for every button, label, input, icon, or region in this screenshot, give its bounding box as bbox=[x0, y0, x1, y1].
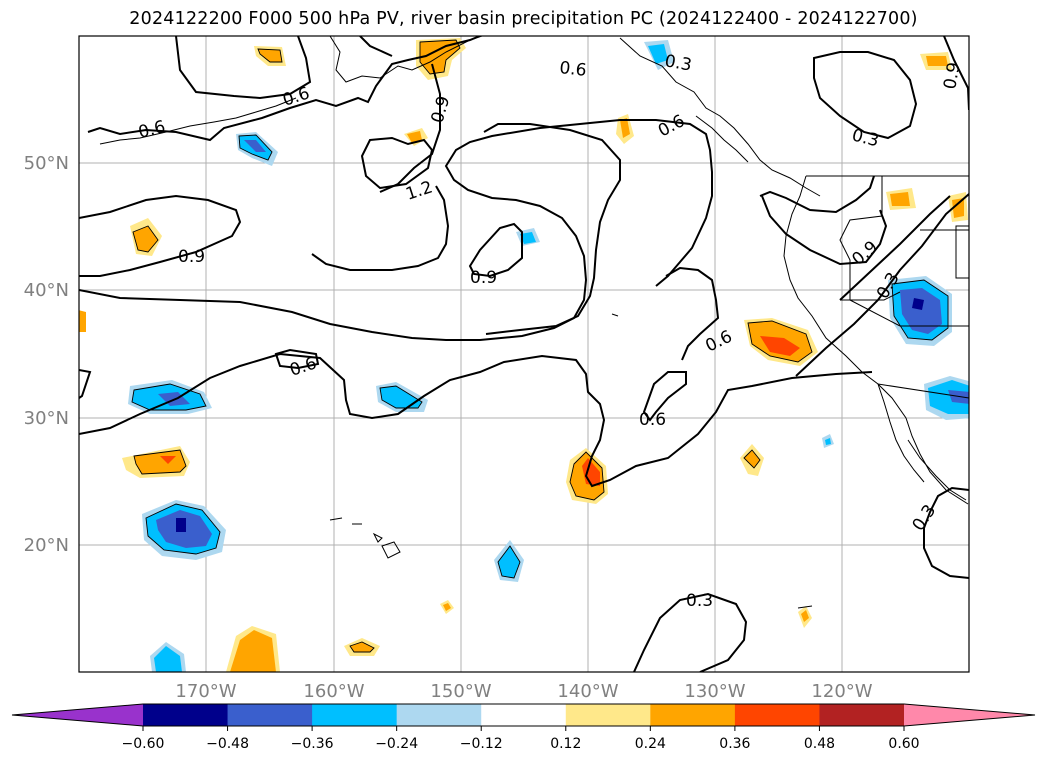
colorbar-segment bbox=[650, 704, 736, 726]
precip-blob bbox=[890, 192, 910, 206]
precip-blob bbox=[928, 380, 969, 414]
precip-blob bbox=[244, 140, 266, 152]
longitude-labels: 170°W 160°W 150°W 140°W 130°W 120°W bbox=[175, 681, 872, 702]
map-frame bbox=[78, 35, 970, 673]
pv-contours bbox=[79, 36, 969, 672]
colorbar-segment bbox=[481, 704, 567, 726]
pv-label: 0.3 bbox=[686, 591, 713, 611]
precip-blob bbox=[443, 603, 451, 611]
precip-blob bbox=[582, 458, 600, 486]
precip-blob bbox=[900, 288, 942, 334]
precip-blob bbox=[350, 642, 374, 652]
colorbar-segment bbox=[312, 704, 398, 726]
lat-label-40n: 40°N bbox=[24, 280, 69, 301]
lon-label-120w: 120°W bbox=[811, 681, 872, 702]
precip-blob bbox=[801, 610, 809, 622]
precip-blob bbox=[760, 336, 800, 356]
precip-blob bbox=[620, 118, 630, 138]
pv-label: 0.9 bbox=[178, 247, 205, 267]
precip-blob bbox=[912, 298, 924, 310]
colorbar-tick-label: −0.48 bbox=[206, 736, 249, 752]
colorbar-segments bbox=[143, 704, 905, 726]
colorbar: −0.60 −0.48 −0.36 −0.24 −0.12 0.12 0.24 0.36 0.4… bbox=[11, 703, 1036, 752]
precip-blob bbox=[948, 390, 969, 404]
precip-blob bbox=[825, 438, 831, 445]
precip-anomaly-shading bbox=[79, 38, 969, 672]
lon-label-160w: 160°W bbox=[303, 681, 364, 702]
colorbar-segment bbox=[143, 704, 229, 726]
colorbar-tick-label: 0.12 bbox=[550, 736, 581, 752]
lat-label-20n: 20°N bbox=[24, 535, 69, 556]
precip-blob bbox=[407, 131, 422, 143]
colorbar-segment bbox=[734, 704, 820, 726]
lon-label-130w: 130°W bbox=[684, 681, 745, 702]
colorbar-tick-label: −0.60 bbox=[122, 736, 165, 752]
colorbar-segment bbox=[396, 704, 482, 726]
colorbar-tick-label: −0.24 bbox=[375, 736, 418, 752]
pv-label: 0.6 bbox=[639, 410, 666, 430]
coastlines bbox=[99, 36, 969, 609]
colorbar-tick-label: −0.12 bbox=[460, 736, 503, 752]
lon-label-170w: 170°W bbox=[175, 681, 236, 702]
lon-label-140w: 140°W bbox=[557, 681, 618, 702]
precip-blob bbox=[258, 49, 282, 62]
colorbar-tick-label: 0.36 bbox=[719, 736, 750, 752]
precip-blob bbox=[230, 630, 276, 672]
lat-label-50n: 50°N bbox=[24, 153, 69, 174]
pv-label: 0.9 bbox=[470, 268, 497, 288]
colorbar-segment bbox=[227, 704, 313, 726]
precip-blob bbox=[648, 44, 668, 64]
precip-outlines bbox=[131, 39, 949, 653]
precip-blob bbox=[154, 646, 182, 672]
precip-blob bbox=[133, 226, 158, 252]
precip-blob bbox=[176, 518, 186, 532]
precip-blob bbox=[160, 456, 176, 464]
colorbar-tick-label: 0.24 bbox=[635, 736, 666, 752]
pv-label: 0.6 bbox=[558, 58, 587, 81]
graticule bbox=[79, 36, 969, 672]
lon-label-150w: 150°W bbox=[430, 681, 491, 702]
precip-blob bbox=[520, 232, 536, 244]
colorbar-tick-label: 0.48 bbox=[804, 736, 835, 752]
colorbar-tick-label: −0.36 bbox=[291, 736, 334, 752]
precip-blob bbox=[420, 40, 460, 74]
lat-label-30n: 30°N bbox=[24, 408, 69, 429]
colorbar-tick-label: 0.60 bbox=[888, 736, 919, 752]
precip-blob bbox=[79, 310, 86, 332]
precip-blob bbox=[380, 386, 422, 408]
colorbar-extend-low bbox=[12, 704, 143, 726]
colorbar-segment bbox=[565, 704, 651, 726]
colorbar-segment bbox=[819, 704, 905, 726]
colorbar-ticks: −0.60 −0.48 −0.36 −0.24 −0.12 0.12 0.24 0.36 0.4… bbox=[122, 726, 920, 752]
precip-blob bbox=[926, 56, 948, 66]
latitude-labels: 50°N 40°N 30°N 20°N bbox=[24, 153, 69, 556]
colorbar-extend-high bbox=[904, 704, 1035, 726]
pv-label: 0.3 bbox=[663, 51, 693, 75]
map-title: 2024122200 F000 500 hPa PV, river basin … bbox=[129, 9, 918, 29]
precip-blob bbox=[952, 198, 964, 218]
pv-label: 0.9 bbox=[940, 61, 964, 91]
